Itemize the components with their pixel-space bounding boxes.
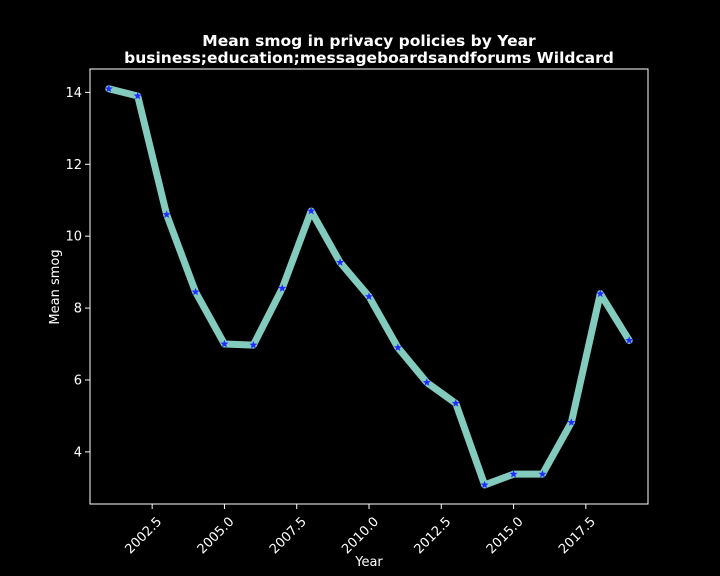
- x-axis-label: Year: [354, 555, 383, 570]
- data-point-marker: [307, 206, 316, 215]
- data-point-marker: [220, 339, 229, 348]
- y-tick-label: 14: [65, 86, 82, 101]
- plot-area: [104, 84, 634, 489]
- y-tick-label: 6: [74, 373, 82, 388]
- x-tick-label: 2010.0: [339, 514, 382, 557]
- y-tick-label: 12: [65, 158, 82, 173]
- chart-title: Mean smog in privacy policies by Year: [202, 32, 536, 50]
- data-point-marker: [538, 469, 547, 478]
- y-tick-label: 4: [74, 445, 82, 460]
- x-tick-label: 2012.5: [412, 514, 455, 557]
- data-point-marker: [422, 378, 431, 386]
- y-axis-label: Mean smog: [48, 249, 63, 324]
- data-point-marker: [567, 418, 576, 426]
- data-point-marker: [249, 340, 258, 349]
- data-point-marker: [451, 399, 460, 407]
- y-axis: 4 6 8 10 12 14: [65, 86, 90, 460]
- data-point-marker: [133, 91, 142, 100]
- x-tick-label: 2005.0: [195, 514, 238, 557]
- y-tick-label: 8: [74, 302, 82, 317]
- x-axis: 2002.5 2005.0 2007.5 2010.0 2012.5 2015.0 2017…: [122, 504, 599, 557]
- data-point-marker: [104, 84, 113, 93]
- y-tick-label: 10: [65, 230, 82, 245]
- series-line: [105, 85, 633, 489]
- data-point-marker: [509, 469, 518, 478]
- data-point-marker: [625, 336, 634, 344]
- data-point-marker: [480, 480, 489, 489]
- data-point-marker: [596, 289, 605, 298]
- data-point-marker: [365, 292, 373, 300]
- x-tick-label: 2007.5: [267, 514, 310, 557]
- data-point-marker: [336, 258, 345, 266]
- chart-subtitle: business;education;messageboardsandforum…: [124, 49, 614, 67]
- x-tick-label: 2002.5: [122, 514, 165, 557]
- data-point-marker: [278, 284, 287, 292]
- x-tick-label: 2017.5: [556, 514, 599, 557]
- data-point-marker: [162, 210, 171, 218]
- data-point-marker: [393, 343, 402, 352]
- data-point-marker: [191, 287, 200, 296]
- x-tick-label: 2015.0: [484, 514, 527, 557]
